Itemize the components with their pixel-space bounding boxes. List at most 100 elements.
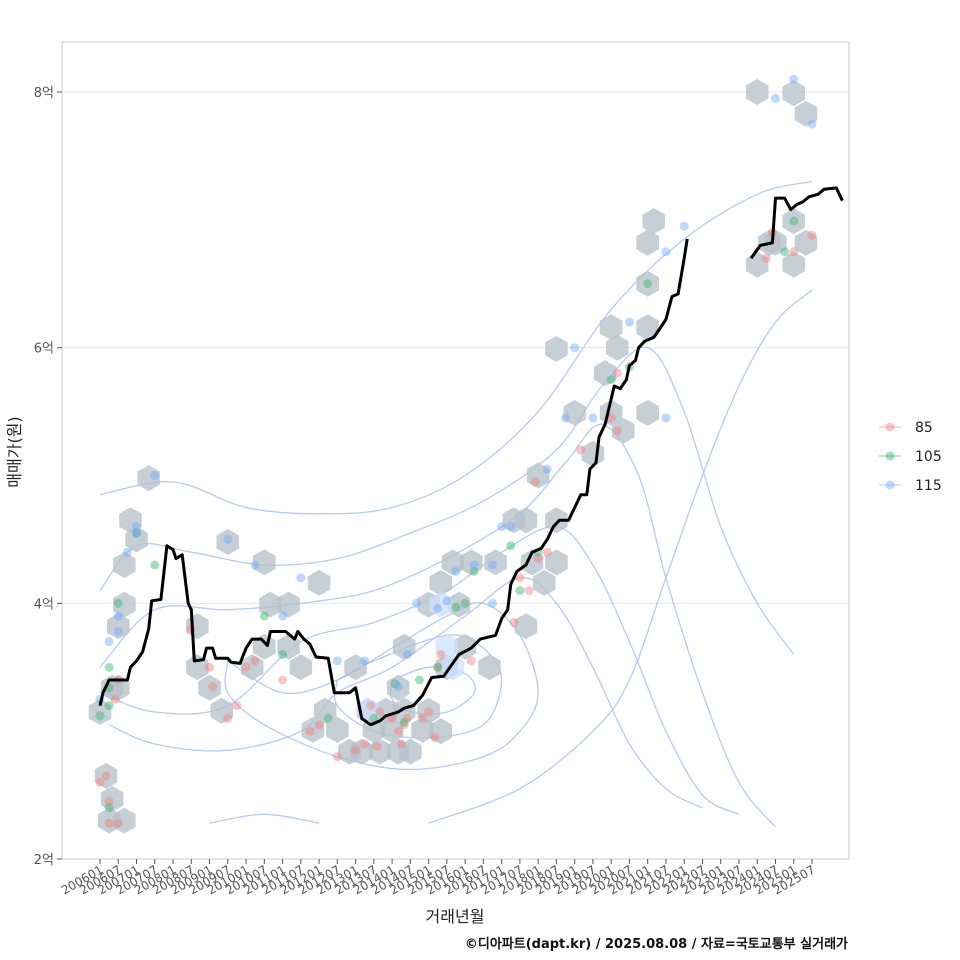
point-115 [132, 522, 142, 532]
hexbin-cell [636, 399, 659, 426]
point-85 [366, 701, 376, 711]
legend-key-dot [885, 451, 895, 461]
legend-label: 115 [915, 478, 942, 494]
point-85 [372, 742, 382, 752]
hexbin-cell [88, 699, 112, 725]
point-85 [110, 694, 120, 704]
x-axis-title: 거래년월 [426, 907, 485, 926]
legend-key-dot [885, 422, 895, 432]
hexbin-cell [198, 674, 221, 701]
point-105 [789, 216, 799, 226]
hexbin-cell [344, 654, 367, 681]
point-85 [250, 656, 260, 666]
point-115 [360, 656, 370, 666]
point-115 [661, 247, 671, 257]
point-105 [433, 662, 443, 672]
point-105 [95, 711, 105, 721]
hexbin-cell [326, 716, 349, 743]
hexbin-cell [350, 738, 373, 765]
hexbin-cell [301, 716, 325, 743]
point-85 [524, 586, 534, 596]
contour-line [99, 423, 777, 828]
hexbin-cell [782, 208, 805, 235]
hexbin-cell [253, 549, 276, 576]
point-115 [332, 656, 342, 666]
panel-border [61, 41, 850, 860]
point-105 [323, 713, 333, 723]
point-85 [509, 618, 519, 628]
point-85 [606, 413, 616, 423]
point-105 [390, 679, 400, 689]
point-115 [570, 343, 580, 353]
point-115 [469, 560, 479, 570]
hexbin-cell [484, 549, 507, 576]
hexbin-cell [113, 591, 136, 618]
trend-segment [749, 186, 844, 260]
hexbin-cell [642, 208, 665, 235]
hexbin-cell [380, 716, 404, 743]
y-tick-label: 6억 [34, 342, 54, 357]
point-85 [424, 707, 434, 717]
hexbin-cell [277, 591, 300, 618]
hexbin-cell [216, 529, 240, 555]
hexbin-cell [782, 251, 805, 278]
scatter-points [95, 74, 817, 828]
point-115 [661, 413, 671, 423]
hexbin-cell [636, 270, 659, 297]
point-105 [104, 803, 114, 813]
y-tick-label: 4억 [34, 597, 54, 612]
point-85 [101, 771, 111, 781]
point-85 [612, 368, 622, 378]
point-85 [305, 726, 315, 736]
hexbin-cell [563, 399, 586, 426]
hexbin-cell [393, 633, 416, 660]
contour-line [99, 180, 813, 515]
point-115 [789, 74, 799, 84]
point-115 [807, 119, 817, 129]
hexbin-cell [125, 526, 148, 553]
point-105 [399, 717, 409, 727]
hexbin-cell [240, 654, 264, 681]
point-85 [314, 720, 324, 730]
hexbin-cell [514, 613, 538, 640]
trend-segment [98, 238, 689, 727]
point-85 [530, 477, 540, 487]
contour-line [209, 813, 320, 824]
hexbin-cell [417, 697, 440, 724]
point-105 [150, 560, 160, 570]
point-115 [451, 566, 461, 576]
caption: ©디아파트(dapt.kr) / 2025.08.08 / 자료=국토교통부 실… [465, 936, 848, 952]
legend: 85 105 115 [879, 420, 942, 494]
point-115 [497, 522, 507, 532]
point-85 [104, 818, 114, 828]
hexbin-cell [429, 718, 452, 745]
hexbin-cell [307, 569, 331, 596]
legend-label: 105 [915, 449, 942, 465]
y-tick-label: 8억 [34, 86, 54, 101]
hexbin-cell-highlight [429, 591, 452, 618]
point-85 [399, 720, 409, 730]
point-105 [104, 662, 114, 672]
point-115 [122, 547, 132, 557]
point-105 [414, 675, 424, 685]
point-105 [506, 541, 516, 551]
hexbin-cell [386, 674, 410, 701]
hexbin-cell [636, 314, 659, 341]
point-115 [411, 598, 421, 608]
point-85 [761, 253, 771, 263]
hexbin-cell [137, 465, 160, 492]
hexbin-cell [393, 697, 416, 724]
hexbin-cell [545, 335, 568, 362]
hexbin-cell [259, 591, 282, 618]
hexbin-cell [100, 785, 124, 812]
point-115 [104, 637, 114, 647]
point-105 [469, 566, 479, 576]
hexbin-cell [794, 229, 818, 256]
contour-line [390, 666, 476, 715]
point-85 [436, 649, 446, 659]
point-115 [679, 221, 689, 231]
point-115 [506, 522, 516, 532]
hexbin-cell [794, 100, 818, 127]
